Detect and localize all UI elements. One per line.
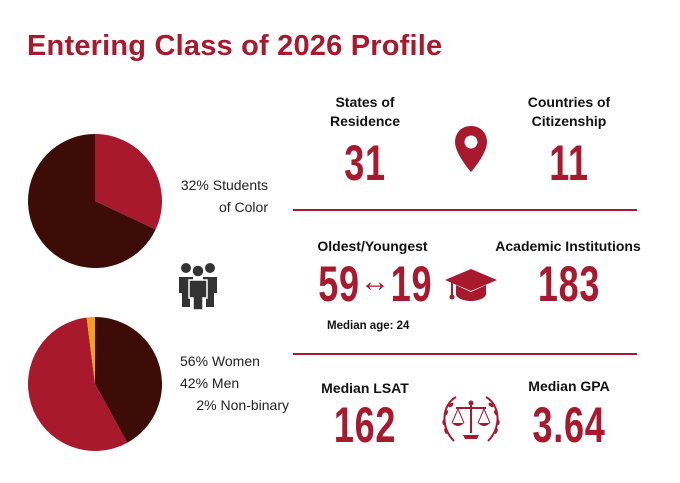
- pie-slice-students-of-color: [95, 134, 162, 230]
- students-of-color-pie: [27, 134, 162, 268]
- lsat-value: 162: [333, 397, 397, 453]
- age-value: 59↔19: [318, 255, 431, 313]
- divider-1: [293, 209, 637, 211]
- legend-non-binary: 2% Non-binary: [196, 397, 289, 413]
- countries-value: 11: [549, 135, 589, 191]
- people-group-icon: [179, 263, 217, 310]
- map-pin-icon: [455, 126, 487, 172]
- students-of-color-legend: 32% Students of Color: [175, 174, 268, 218]
- legend-line-1: 32% Students: [180, 177, 268, 193]
- graduation-cap-icon: [445, 269, 497, 301]
- pie-slice-non-binary: [86, 317, 95, 384]
- states-label-line1: States of: [335, 94, 395, 110]
- legend-men: 42% Men: [180, 375, 240, 391]
- page-title: Entering Class of 2026 Profile: [27, 30, 443, 62]
- divider-2: [293, 353, 637, 355]
- states-label: States of Residence: [315, 93, 415, 131]
- institutions-label: Academic Institutions: [495, 238, 641, 254]
- lsat-label: Median LSAT: [321, 380, 409, 396]
- gender-pie: [27, 317, 162, 451]
- age-label: Oldest/Youngest: [317, 238, 428, 254]
- pie-slice-women: [27, 317, 128, 451]
- gpa-value: 3.64: [532, 397, 606, 453]
- pie-slice-other: [27, 134, 156, 268]
- countries-label: Countries of Citizenship: [510, 93, 628, 131]
- legend-line-2: of Color: [218, 199, 268, 215]
- countries-label-line2: Citizenship: [531, 113, 607, 129]
- gender-legend: 56% Women 42% Men 2% Non-binary: [177, 350, 289, 416]
- states-value: 31: [344, 135, 386, 191]
- countries-label-line1: Countries of: [527, 94, 611, 110]
- legend-women: 56% Women: [180, 353, 260, 369]
- institutions-value: 183: [537, 256, 601, 312]
- pie-slice-men: [95, 317, 162, 443]
- oldest-age: 59: [318, 256, 360, 312]
- gpa-label: Median GPA: [528, 378, 610, 394]
- median-age-label: Median age: 24: [327, 320, 410, 332]
- scales-of-justice-icon: [442, 396, 500, 442]
- double-arrow-icon: ↔: [359, 265, 391, 298]
- youngest-age: 19: [390, 256, 433, 312]
- states-label-line2: Residence: [329, 113, 401, 129]
